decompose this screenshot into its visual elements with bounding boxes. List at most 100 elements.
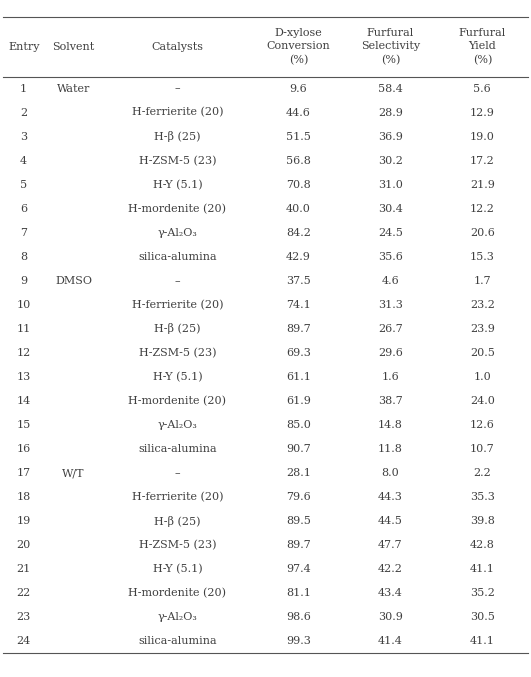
Text: 41.4: 41.4 — [378, 636, 403, 647]
Text: 14: 14 — [16, 396, 31, 406]
Text: 22: 22 — [16, 588, 31, 598]
Text: silica-alumina: silica-alumina — [138, 252, 217, 262]
Text: DMSO: DMSO — [55, 276, 92, 286]
Text: 12.6: 12.6 — [470, 420, 495, 430]
Text: 30.9: 30.9 — [378, 612, 403, 622]
Text: 51.5: 51.5 — [286, 131, 311, 141]
Text: 36.9: 36.9 — [378, 131, 403, 141]
Text: 89.7: 89.7 — [286, 540, 311, 550]
Text: γ-Al₂O₃: γ-Al₂O₃ — [158, 420, 198, 430]
Text: 42.9: 42.9 — [286, 252, 311, 262]
Text: 99.3: 99.3 — [286, 636, 311, 647]
Text: 35.6: 35.6 — [378, 252, 403, 262]
Text: –: – — [175, 83, 180, 93]
Text: H-ZSM-5 (23): H-ZSM-5 (23) — [139, 156, 216, 166]
Text: 79.6: 79.6 — [286, 492, 311, 502]
Text: H-ZSM-5 (23): H-ZSM-5 (23) — [139, 540, 216, 550]
Text: 10: 10 — [16, 300, 31, 310]
Text: 6: 6 — [20, 204, 27, 214]
Text: H-ferrierite (20): H-ferrierite (20) — [132, 300, 223, 310]
Text: 24: 24 — [16, 636, 31, 647]
Text: 38.7: 38.7 — [378, 396, 402, 406]
Text: 30.5: 30.5 — [470, 612, 495, 622]
Text: 85.0: 85.0 — [286, 420, 311, 430]
Text: 47.7: 47.7 — [378, 540, 402, 550]
Text: 31.3: 31.3 — [378, 300, 403, 310]
Text: 23: 23 — [16, 612, 31, 622]
Text: 19.0: 19.0 — [470, 131, 495, 141]
Text: 42.8: 42.8 — [470, 540, 495, 550]
Text: 18: 18 — [16, 492, 31, 502]
Text: 20: 20 — [16, 540, 31, 550]
Text: 1.0: 1.0 — [474, 372, 491, 382]
Text: 40.0: 40.0 — [286, 204, 311, 214]
Text: 5: 5 — [20, 179, 27, 190]
Text: γ-Al₂O₃: γ-Al₂O₃ — [158, 612, 198, 622]
Text: 70.8: 70.8 — [286, 179, 311, 190]
Text: 41.1: 41.1 — [470, 636, 495, 647]
Text: 97.4: 97.4 — [286, 564, 311, 574]
Text: H-mordenite (20): H-mordenite (20) — [129, 204, 226, 214]
Text: H-β (25): H-β (25) — [154, 324, 201, 334]
Text: 21: 21 — [16, 564, 31, 574]
Text: 12: 12 — [16, 348, 31, 358]
Text: 44.3: 44.3 — [378, 492, 403, 502]
Text: 61.9: 61.9 — [286, 396, 311, 406]
Text: 26.7: 26.7 — [378, 324, 402, 334]
Text: H-mordenite (20): H-mordenite (20) — [129, 396, 226, 406]
Text: 1.6: 1.6 — [381, 372, 399, 382]
Text: W/T: W/T — [62, 468, 85, 478]
Text: Water: Water — [57, 83, 90, 93]
Text: 17: 17 — [16, 468, 31, 478]
Text: D-xylose
Conversion
(%): D-xylose Conversion (%) — [267, 28, 330, 65]
Text: 61.1: 61.1 — [286, 372, 311, 382]
Text: 58.4: 58.4 — [378, 83, 403, 93]
Text: H-ferrierite (20): H-ferrierite (20) — [132, 108, 223, 118]
Text: Furfural
Yield
(%): Furfural Yield (%) — [459, 28, 506, 65]
Text: 8: 8 — [20, 252, 27, 262]
Text: H-β (25): H-β (25) — [154, 516, 201, 527]
Text: 4.6: 4.6 — [381, 276, 399, 286]
Text: 7: 7 — [20, 227, 27, 238]
Text: 31.0: 31.0 — [378, 179, 403, 190]
Text: 44.6: 44.6 — [286, 108, 311, 118]
Text: 1: 1 — [20, 83, 27, 93]
Text: 81.1: 81.1 — [286, 588, 311, 598]
Text: Entry: Entry — [8, 42, 39, 51]
Text: Catalysts: Catalysts — [151, 42, 203, 51]
Text: γ-Al₂O₃: γ-Al₂O₃ — [158, 227, 198, 238]
Text: 35.3: 35.3 — [470, 492, 495, 502]
Text: 12.2: 12.2 — [470, 204, 495, 214]
Text: H-Y (5.1): H-Y (5.1) — [152, 372, 202, 382]
Text: 19: 19 — [16, 516, 31, 526]
Text: Solvent: Solvent — [53, 42, 95, 51]
Text: 28.9: 28.9 — [378, 108, 403, 118]
Text: 14.8: 14.8 — [378, 420, 403, 430]
Text: H-β (25): H-β (25) — [154, 131, 201, 142]
Text: 5.6: 5.6 — [474, 83, 491, 93]
Text: 11: 11 — [16, 324, 31, 334]
Text: 1.7: 1.7 — [474, 276, 491, 286]
Text: H-mordenite (20): H-mordenite (20) — [129, 588, 226, 598]
Text: silica-alumina: silica-alumina — [138, 444, 217, 454]
Text: 30.2: 30.2 — [378, 156, 403, 166]
Text: 15: 15 — [16, 420, 31, 430]
Text: 89.7: 89.7 — [286, 324, 311, 334]
Text: 3: 3 — [20, 131, 27, 141]
Text: 12.9: 12.9 — [470, 108, 495, 118]
Text: 13: 13 — [16, 372, 31, 382]
Text: 11.8: 11.8 — [378, 444, 403, 454]
Text: 42.2: 42.2 — [378, 564, 403, 574]
Text: 23.2: 23.2 — [470, 300, 495, 310]
Text: 44.5: 44.5 — [378, 516, 403, 526]
Text: 9: 9 — [20, 276, 27, 286]
Text: 4: 4 — [20, 156, 27, 166]
Text: 17.2: 17.2 — [470, 156, 495, 166]
Text: 10.7: 10.7 — [470, 444, 495, 454]
Text: 84.2: 84.2 — [286, 227, 311, 238]
Text: 43.4: 43.4 — [378, 588, 403, 598]
Text: 39.8: 39.8 — [470, 516, 495, 526]
Text: 69.3: 69.3 — [286, 348, 311, 358]
Text: 15.3: 15.3 — [470, 252, 495, 262]
Text: H-ZSM-5 (23): H-ZSM-5 (23) — [139, 348, 216, 358]
